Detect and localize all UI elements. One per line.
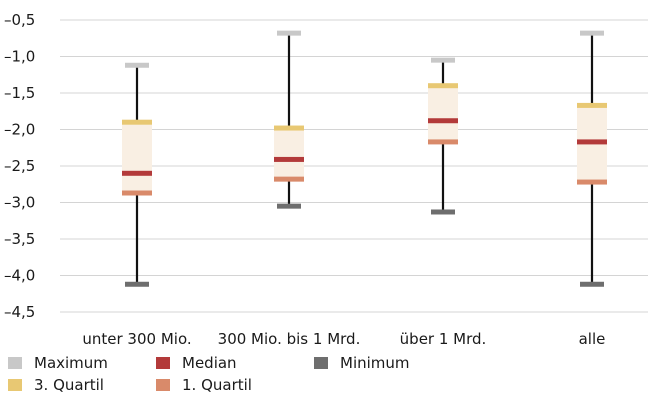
interquartile-box <box>428 85 458 142</box>
y-tick-label: –3,0 <box>4 194 35 212</box>
legend-item: 1. Quartil <box>156 376 252 394</box>
box-2 <box>274 30 304 209</box>
quartile-3-mark <box>428 83 458 89</box>
y-axis-tick-labels: –0,5 –1,0 –1,5 –2,0 –2,5 –3,0 –3,5 –4,0 –4,5 <box>4 11 35 321</box>
legend-label: Median <box>182 354 237 372</box>
legend-swatch <box>156 357 170 369</box>
legend-label: Maximum <box>34 354 108 372</box>
box-1 <box>122 62 152 287</box>
minimum-mark <box>431 209 455 215</box>
minimum-mark <box>277 203 301 209</box>
interquartile-box <box>274 128 304 180</box>
y-tick-label: –3,5 <box>4 230 35 248</box>
x-category-label: 300 Mio. bis 1 Mrd. <box>218 330 361 348</box>
minimum-mark <box>580 281 604 287</box>
y-tick-label: –2,5 <box>4 157 35 175</box>
x-axis-category-labels: unter 300 Mio. 300 Mio. bis 1 Mrd. über 1 … <box>82 330 605 348</box>
y-tick-label: –0,5 <box>4 11 35 29</box>
legend-swatch <box>156 379 170 391</box>
interquartile-box <box>122 122 152 194</box>
gridlines <box>60 19 648 313</box>
box-4 <box>577 30 607 287</box>
maximum-mark <box>277 30 301 36</box>
legend-item: Maximum <box>8 354 108 372</box>
legend-swatch <box>8 379 22 391</box>
x-category-label: unter 300 Mio. <box>82 330 191 348</box>
y-tick-label: –1,5 <box>4 84 35 102</box>
median-mark <box>122 170 152 176</box>
y-tick-label: –2,0 <box>4 121 35 139</box>
legend-item: 3. Quartil <box>8 376 104 394</box>
quartile-1-mark <box>274 176 304 182</box>
median-mark <box>428 118 458 124</box>
maximum-mark <box>431 57 455 63</box>
quartile-1-mark <box>577 179 607 185</box>
legend-label: 1. Quartil <box>182 376 252 394</box>
minimum-mark <box>125 281 149 287</box>
maximum-mark <box>125 62 149 68</box>
box-plots <box>122 30 607 287</box>
legend: Maximum Median Minimum 3. Quartil 1. Quartil <box>8 354 410 394</box>
legend-swatch <box>314 357 328 369</box>
quartile-3-mark <box>577 102 607 108</box>
x-category-label: alle <box>579 330 606 348</box>
legend-label: Minimum <box>340 354 410 372</box>
legend-swatch <box>8 357 22 369</box>
quartile-3-mark <box>122 119 152 125</box>
legend-label: 3. Quartil <box>34 376 104 394</box>
legend-item: Median <box>156 354 237 372</box>
y-tick-label: –1,0 <box>4 48 35 66</box>
legend-item: Minimum <box>314 354 410 372</box>
quartile-1-mark <box>428 139 458 145</box>
x-category-label: über 1 Mrd. <box>400 330 487 348</box>
median-mark <box>577 139 607 145</box>
quartile-3-mark <box>274 125 304 131</box>
median-mark <box>274 156 304 162</box>
y-tick-label: –4,5 <box>4 303 35 321</box>
quartile-1-mark <box>122 190 152 196</box>
y-tick-label: –4,0 <box>4 267 35 285</box>
box-3 <box>428 57 458 215</box>
maximum-mark <box>580 30 604 36</box>
